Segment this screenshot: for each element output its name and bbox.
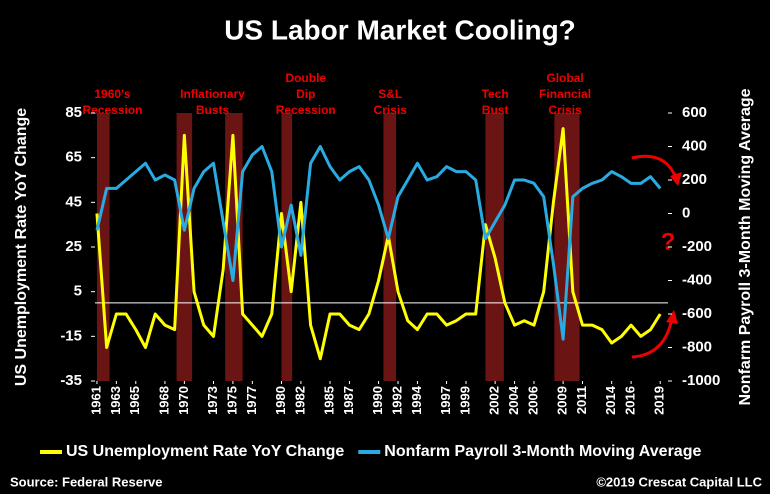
annotation: Crisis bbox=[374, 103, 408, 117]
legend-label: US Unemployment Rate YoY Change bbox=[66, 443, 344, 460]
x-tick-label: 2002 bbox=[487, 386, 502, 415]
x-tick-label: 1977 bbox=[244, 386, 259, 415]
arrow-head bbox=[670, 172, 682, 186]
annotation: Global bbox=[546, 71, 583, 85]
y-tick-label: -15 bbox=[60, 327, 82, 344]
annotation: Financial bbox=[539, 87, 591, 101]
x-tick-label: 1963 bbox=[108, 386, 123, 415]
y2-tick-label: 200 bbox=[682, 171, 707, 188]
y2-tick-label: 600 bbox=[682, 104, 707, 121]
question-mark: ? bbox=[661, 228, 676, 255]
legend-label: Nonfarm Payroll 3-Month Moving Average bbox=[384, 443, 701, 460]
chart-title: US Labor Market Cooling? bbox=[224, 14, 576, 45]
annotation: Inflationary bbox=[180, 87, 245, 101]
annotation: Double bbox=[285, 71, 326, 85]
x-tick-label: 1961 bbox=[88, 386, 103, 415]
y2-axis-label: Nonfarm Payroll 3-Month Moving Average bbox=[737, 88, 754, 405]
y2-tick-label: 0 bbox=[682, 204, 690, 221]
x-tick-label: 2019 bbox=[652, 386, 667, 415]
series-line bbox=[95, 145, 662, 341]
annotation: Tech bbox=[482, 87, 509, 101]
y2-tick-label: 400 bbox=[682, 137, 707, 154]
y2-tick-label: -1000 bbox=[682, 372, 720, 389]
arrow bbox=[631, 317, 674, 359]
recession-band bbox=[554, 113, 580, 381]
y2-tick-label: -200 bbox=[682, 238, 712, 255]
annotation: Busts bbox=[196, 103, 230, 117]
legend: US Unemployment Rate YoY Change Nonfarm P… bbox=[40, 443, 701, 460]
y-tick-label: 25 bbox=[65, 238, 82, 255]
x-tick-label: 1970 bbox=[176, 386, 191, 415]
x-tick-label: 1992 bbox=[389, 386, 404, 415]
x-tick-label: 1975 bbox=[224, 386, 239, 415]
y-tick-label: 85 bbox=[65, 104, 82, 121]
x-tick-label: 2009 bbox=[555, 386, 570, 415]
x-tick-label: 1999 bbox=[457, 386, 472, 415]
y2-tick-label: -600 bbox=[682, 305, 712, 322]
x-tick-label: 1965 bbox=[127, 386, 142, 415]
arrow bbox=[631, 154, 678, 179]
annotation: 1960's bbox=[94, 87, 131, 101]
x-tick-label: 1973 bbox=[205, 386, 220, 415]
y2-tick-label: -800 bbox=[682, 338, 712, 355]
x-tick-label: 1985 bbox=[321, 386, 336, 415]
y-tick-label: 5 bbox=[74, 283, 82, 300]
source: Source: Federal Reserve bbox=[10, 474, 162, 489]
annotation: Bust bbox=[482, 103, 509, 117]
series-line bbox=[95, 127, 662, 361]
annotation: Dip bbox=[296, 87, 315, 101]
x-tick-label: 1994 bbox=[409, 385, 424, 415]
x-tick-label: 2011 bbox=[574, 386, 589, 414]
arrow-head bbox=[666, 310, 678, 324]
x-tick-label: 1987 bbox=[341, 386, 356, 415]
y-tick-label: -35 bbox=[60, 372, 82, 389]
x-tick-label: 2006 bbox=[525, 386, 540, 415]
x-tick-label: 2014 bbox=[603, 385, 618, 415]
recession-band bbox=[96, 113, 110, 381]
annotation: Crisis bbox=[548, 103, 582, 117]
x-tick-label: 1982 bbox=[292, 386, 307, 415]
x-tick-label: 1980 bbox=[273, 386, 288, 415]
annotation: Recession bbox=[276, 103, 336, 117]
x-tick-label: 1990 bbox=[370, 386, 385, 415]
copyright: ©2019 Crescat Capital LLC bbox=[596, 474, 762, 489]
annotation: S&L bbox=[378, 87, 402, 101]
x-tick-label: 1968 bbox=[156, 386, 171, 415]
y-axis-label: US Unemployment Rate YoY Change bbox=[13, 108, 30, 386]
recession-band bbox=[485, 113, 504, 381]
x-tick-label: 2016 bbox=[623, 386, 638, 415]
x-tick-label: 2004 bbox=[506, 385, 521, 415]
y-tick-label: 45 bbox=[65, 193, 82, 210]
y-tick-label: 65 bbox=[65, 149, 82, 166]
y2-tick-label: -400 bbox=[682, 271, 712, 288]
x-tick-label: 1997 bbox=[438, 386, 453, 415]
annotation: Recession bbox=[82, 103, 142, 117]
